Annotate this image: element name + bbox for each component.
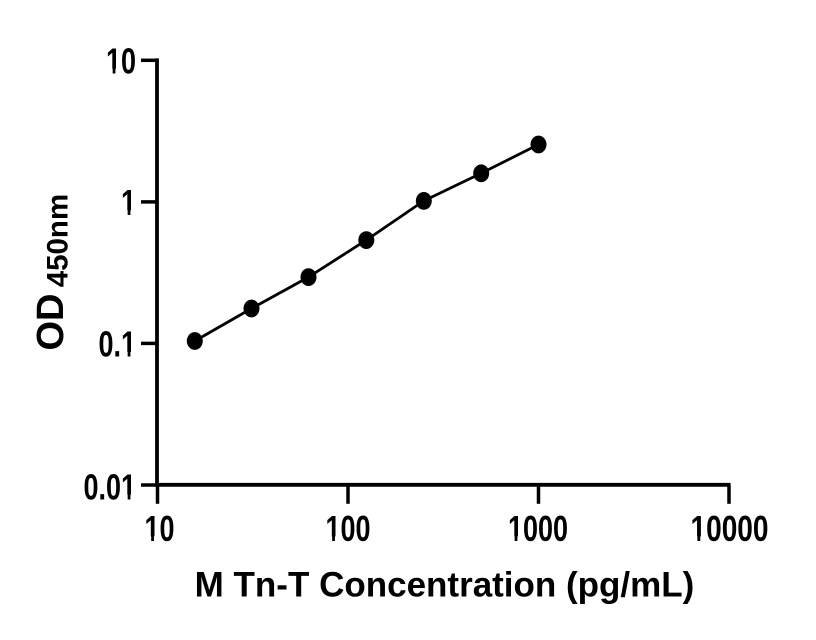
svg-text:0.01: 0.01 — [83, 466, 136, 507]
svg-text:450nm: 450nm — [41, 194, 74, 287]
svg-text:OD: OD — [30, 294, 72, 351]
svg-text:100: 100 — [325, 508, 370, 549]
svg-text:0.1: 0.1 — [98, 324, 136, 365]
svg-text:M Tn-T Concentration (pg/mL): M Tn-T Concentration (pg/mL) — [195, 566, 695, 605]
svg-text:1000: 1000 — [508, 508, 568, 549]
